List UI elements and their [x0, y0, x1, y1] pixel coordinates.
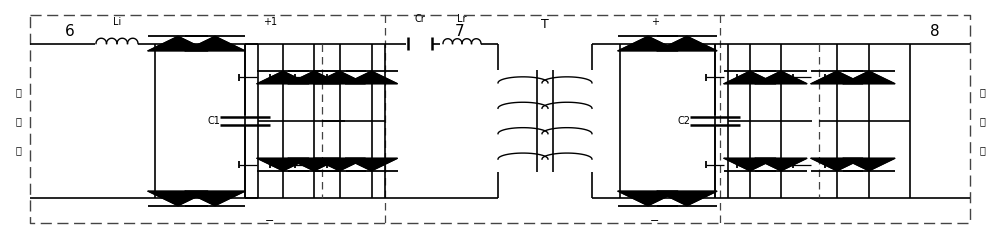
- Polygon shape: [843, 158, 895, 171]
- Polygon shape: [185, 191, 245, 206]
- Text: 端: 端: [979, 145, 985, 155]
- Polygon shape: [657, 191, 717, 206]
- Text: 输: 输: [15, 87, 21, 97]
- Text: C2: C2: [677, 116, 690, 126]
- Text: −: −: [650, 216, 660, 227]
- Text: 输: 输: [979, 87, 985, 97]
- Polygon shape: [148, 36, 208, 51]
- Polygon shape: [185, 36, 245, 51]
- Polygon shape: [346, 158, 398, 171]
- Text: C1: C1: [207, 116, 220, 126]
- Polygon shape: [755, 158, 807, 171]
- Text: Cr: Cr: [415, 14, 425, 24]
- Polygon shape: [843, 71, 895, 84]
- Polygon shape: [314, 71, 366, 84]
- Polygon shape: [724, 71, 776, 84]
- Polygon shape: [257, 158, 309, 171]
- Polygon shape: [755, 71, 807, 84]
- Text: 8: 8: [930, 24, 940, 39]
- Polygon shape: [811, 71, 863, 84]
- Text: T: T: [541, 18, 549, 31]
- Polygon shape: [346, 71, 398, 84]
- Polygon shape: [288, 158, 340, 171]
- Polygon shape: [657, 36, 717, 51]
- Text: 入: 入: [15, 116, 21, 126]
- Polygon shape: [811, 158, 863, 171]
- Text: +1: +1: [263, 17, 277, 27]
- Polygon shape: [288, 71, 340, 84]
- Polygon shape: [618, 191, 678, 206]
- Text: +: +: [651, 17, 659, 27]
- Polygon shape: [618, 36, 678, 51]
- Text: Lr: Lr: [457, 14, 467, 24]
- Text: 7: 7: [455, 24, 465, 39]
- Text: 端: 端: [15, 145, 21, 155]
- Text: −: −: [265, 216, 275, 227]
- Polygon shape: [148, 191, 208, 206]
- Text: 出: 出: [979, 116, 985, 126]
- Polygon shape: [724, 158, 776, 171]
- Polygon shape: [257, 71, 309, 84]
- Text: 6: 6: [65, 24, 75, 39]
- Text: Li: Li: [113, 17, 121, 27]
- Polygon shape: [314, 158, 366, 171]
